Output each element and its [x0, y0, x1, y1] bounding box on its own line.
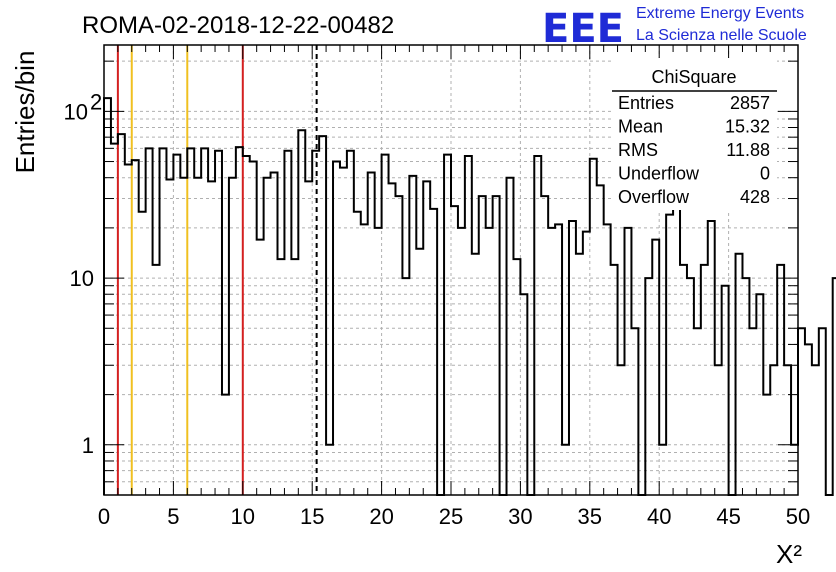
stats-label: Mean [618, 117, 663, 137]
x-tick-label: 40 [647, 504, 671, 529]
x-axis-title: X² [776, 539, 802, 569]
axis-ticks [103, 45, 799, 496]
x-tick-label: 0 [98, 504, 110, 529]
x-tick-label: 25 [439, 504, 463, 529]
reference-lines [116, 45, 318, 495]
stats-value: 2857 [730, 93, 770, 113]
x-tick-label: 35 [578, 504, 602, 529]
x-tick-labels: 0 5 10 15 20 25 30 35 40 45 50 [98, 504, 810, 529]
stats-value: 11.88 [726, 140, 770, 160]
stats-label: Overflow [618, 187, 690, 207]
x-tick-label: 20 [369, 504, 393, 529]
stats-label: Entries [618, 93, 674, 113]
x-tick-label: 30 [508, 504, 532, 529]
x-tick-label: 10 [231, 504, 255, 529]
chart-title: ROMA-02-2018-12-22-00482 [82, 12, 394, 39]
logo-line-1: Extreme Energy Events [636, 5, 804, 22]
stats-value: 428 [740, 187, 770, 207]
stats-value: 15.32 [725, 117, 770, 137]
stats-label: Underflow [618, 164, 700, 184]
stats-label: RMS [618, 140, 658, 160]
stats-box: ChiSquare Entries 2857 Mean 15.32 RMS 11.88 Un… [612, 58, 777, 210]
y-axis-title: Entries/bin [10, 51, 40, 174]
y-tick-label: 10 [64, 99, 88, 124]
x-tick-label: 50 [786, 504, 810, 529]
stats-title: ChiSquare [651, 67, 736, 87]
y-tick-label-exponent: 2 [90, 89, 102, 114]
y-tick-label: 1 [82, 433, 94, 458]
x-tick-label: 5 [167, 504, 179, 529]
logo-line-2: La Scienza nelle Scuole [636, 27, 807, 44]
x-tick-label: 15 [300, 504, 324, 529]
eee-logo: EEE Extreme Energy Events La Scienza nel… [542, 5, 807, 52]
stats-value: 0 [760, 164, 770, 184]
y-tick-label: 10 [70, 266, 94, 291]
x-tick-label: 45 [716, 504, 740, 529]
